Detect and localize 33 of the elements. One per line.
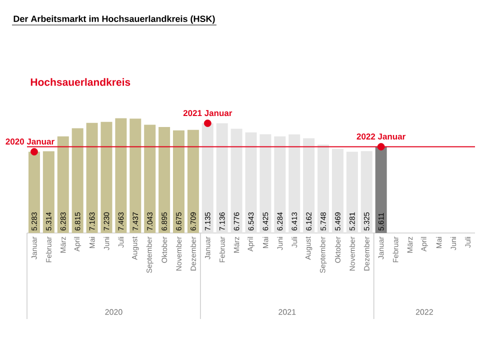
bar [288,134,300,233]
chart-subtitle: Hochsauerlandkreis [30,78,130,86]
text: 2020 [105,309,122,315]
chart-title: Der Arbeitsmarkt im Hochsauerlandkreis (HSK) [14,15,215,24]
bar [332,148,344,233]
bar [100,122,112,233]
bar [130,118,142,233]
bar [260,134,272,233]
annotation: 2022 Januar [356,134,406,140]
annotation: 2020 Januar [6,138,54,145]
text: 2021 [278,309,296,315]
bar [318,144,330,233]
bar [42,151,54,233]
bar [202,123,214,233]
bar [86,122,98,233]
text: 2022 [416,309,433,315]
bar [115,118,127,233]
text: 2021 Januar [183,110,232,116]
bar [72,128,84,233]
bar [245,132,257,233]
bar [274,136,286,233]
bar [346,152,358,233]
bar [187,130,199,233]
bar [57,136,69,233]
bar [216,123,228,233]
bar [172,130,184,233]
bar [158,126,170,233]
bar [28,152,40,233]
bar [360,151,372,233]
bar [144,124,156,233]
bar [375,146,387,233]
bar [303,138,315,233]
bar [230,128,242,233]
